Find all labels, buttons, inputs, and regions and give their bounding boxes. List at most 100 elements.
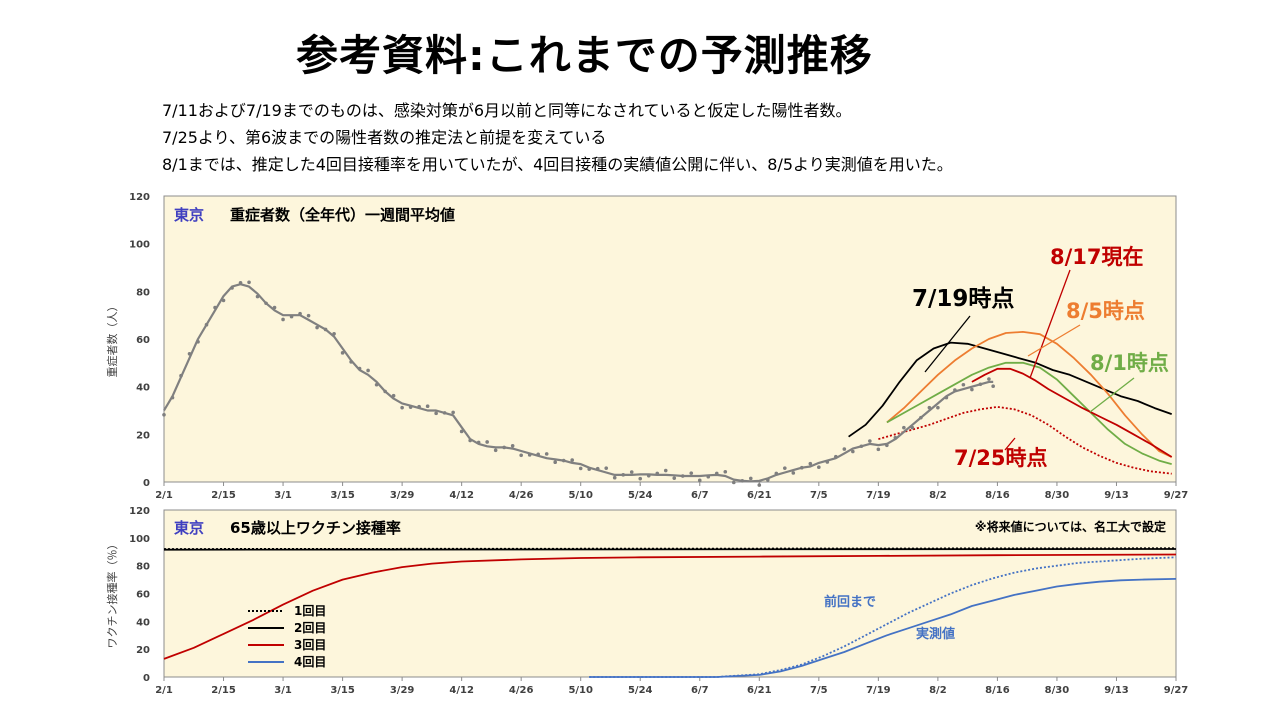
x-tick-label: 5/10	[568, 685, 593, 696]
data-point	[885, 443, 889, 448]
series-line	[878, 405, 1172, 475]
data-point	[553, 460, 557, 465]
data-point	[221, 298, 226, 303]
series-line	[589, 556, 1177, 678]
data-point	[493, 448, 498, 453]
x-tick-label: 2/1	[155, 685, 173, 696]
y-axis-label: 重症者数（人）	[105, 301, 119, 378]
legend-label: 3回目	[294, 638, 326, 652]
annotation-leader	[924, 315, 971, 373]
y-axis-label: ワクチン接種率（％）	[105, 539, 119, 649]
data-point	[527, 453, 532, 457]
data-point	[834, 454, 838, 459]
data-point	[162, 412, 166, 417]
data-point	[936, 405, 940, 410]
data-point	[817, 465, 821, 470]
data-point	[663, 468, 668, 473]
data-point	[800, 465, 804, 470]
data-point	[383, 389, 387, 394]
data-point	[408, 405, 413, 409]
annotation-leader	[1089, 377, 1135, 413]
x-tick-label: 8/30	[1045, 685, 1070, 696]
data-point	[723, 469, 728, 474]
x-tick-label: 6/7	[691, 490, 709, 501]
data-point	[629, 470, 634, 474]
data-point	[910, 425, 915, 430]
data-point	[289, 314, 294, 319]
x-tick-label: 9/27	[1164, 490, 1189, 501]
series-line	[163, 548, 1177, 551]
data-point	[991, 384, 995, 388]
x-tick-label: 4/12	[449, 685, 474, 696]
data-point	[417, 404, 421, 409]
annotation-label: 7/25時点	[954, 446, 1048, 470]
x-tick-label: 3/15	[330, 685, 355, 696]
data-point	[970, 387, 974, 392]
y-tick-label: 0	[143, 478, 150, 489]
y-tick-label: 20	[136, 430, 150, 441]
note-line-2: 7/25より、第6波までの陽性者数の推定法と前提を変えている	[162, 128, 607, 147]
data-point	[987, 377, 991, 381]
data-point	[374, 382, 379, 387]
data-point	[323, 327, 328, 332]
data-point	[587, 467, 592, 471]
x-tick-label: 8/16	[985, 685, 1010, 696]
y-tick-label: 0	[143, 673, 150, 684]
data-point	[170, 395, 175, 400]
series-line	[886, 330, 1173, 458]
data-point	[808, 461, 813, 466]
data-point	[851, 449, 855, 454]
data-point	[332, 331, 336, 336]
chart-title: 重症者数（全年代）一週間平均値	[230, 206, 455, 224]
data-point	[247, 280, 251, 285]
y-tick-label: 100	[129, 534, 150, 545]
data-point	[757, 483, 762, 487]
region-label: 東京	[174, 519, 204, 537]
data-point	[434, 411, 438, 416]
annotation-label: 8/17現在	[1050, 245, 1144, 269]
x-tick-label: 8/2	[929, 685, 947, 696]
data-point	[783, 466, 787, 470]
x-tick-label: 5/10	[568, 490, 593, 501]
x-tick-label: 4/26	[509, 685, 534, 696]
legend-label: 2回目	[294, 621, 326, 635]
data-point	[604, 466, 609, 470]
data-point	[919, 415, 923, 420]
x-tick-label: 9/27	[1164, 685, 1189, 696]
annotation-leader	[1029, 269, 1071, 379]
annotation-label: 8/1時点	[1090, 351, 1169, 375]
data-point	[442, 411, 447, 415]
x-tick-label: 3/1	[274, 685, 292, 696]
data-point	[961, 382, 966, 387]
y-tick-label: 120	[129, 506, 150, 517]
page-title: 参考資料:これまでの予測推移	[296, 31, 873, 80]
data-point	[204, 322, 209, 327]
x-tick-label: 3/15	[330, 490, 355, 501]
data-point	[272, 305, 277, 310]
x-tick-label: 2/1	[155, 490, 173, 501]
data-point	[646, 474, 651, 478]
data-point	[561, 458, 566, 463]
region-label: 東京	[174, 206, 204, 224]
data-point	[510, 443, 515, 448]
data-point	[349, 360, 353, 364]
x-tick-label: 8/30	[1045, 490, 1070, 501]
data-point	[944, 395, 949, 400]
y-tick-label: 120	[129, 192, 150, 203]
x-tick-label: 3/29	[390, 490, 415, 501]
series-line	[163, 553, 1177, 660]
data-point	[680, 474, 685, 478]
data-point	[485, 440, 489, 444]
series-line	[886, 361, 1172, 465]
data-point	[536, 452, 540, 457]
data-point	[544, 452, 549, 456]
data-point	[578, 466, 583, 471]
plot-area	[163, 195, 1177, 483]
data-point	[655, 471, 660, 476]
data-point	[714, 471, 719, 476]
chart-title: 65歳以上ワクチン接種率	[230, 519, 401, 537]
x-tick-label: 8/2	[929, 490, 947, 501]
x-tick-label: 3/29	[390, 685, 415, 696]
x-tick-label: 2/15	[211, 490, 236, 501]
